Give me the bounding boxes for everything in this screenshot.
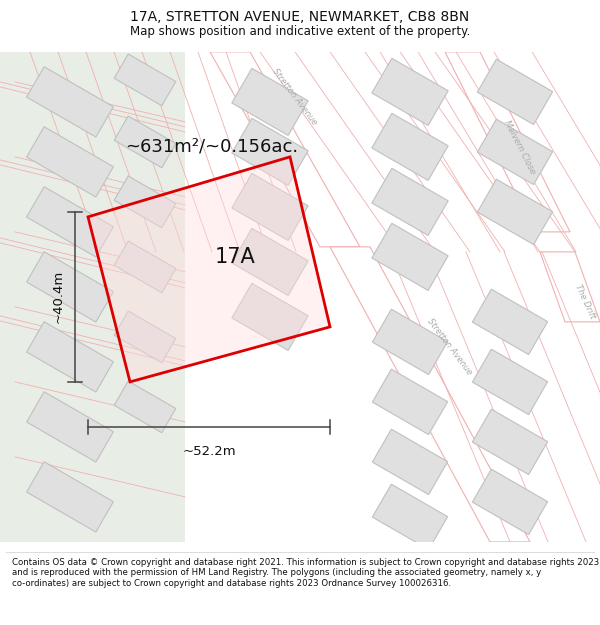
Text: Contains OS data © Crown copyright and database right 2021. This information is : Contains OS data © Crown copyright and d…: [12, 558, 599, 588]
Polygon shape: [372, 58, 448, 126]
Text: ~631m²/~0.156ac.: ~631m²/~0.156ac.: [125, 138, 298, 156]
Polygon shape: [26, 462, 113, 532]
Polygon shape: [472, 349, 548, 414]
Polygon shape: [114, 176, 176, 228]
Polygon shape: [478, 119, 553, 184]
Polygon shape: [114, 116, 176, 168]
Polygon shape: [26, 392, 113, 462]
Text: The Drift: The Drift: [573, 283, 597, 321]
Text: Stretton Avenue: Stretton Avenue: [271, 67, 319, 127]
Polygon shape: [478, 59, 553, 124]
Polygon shape: [114, 311, 176, 362]
Polygon shape: [540, 252, 600, 322]
Polygon shape: [26, 322, 113, 392]
Polygon shape: [26, 67, 113, 137]
Polygon shape: [373, 429, 448, 494]
Polygon shape: [472, 289, 548, 354]
Polygon shape: [373, 309, 448, 374]
Polygon shape: [445, 52, 570, 232]
Polygon shape: [114, 54, 176, 106]
Polygon shape: [26, 127, 113, 197]
Polygon shape: [232, 173, 308, 241]
Text: Map shows position and indicative extent of the property.: Map shows position and indicative extent…: [130, 26, 470, 39]
Polygon shape: [88, 157, 330, 382]
Polygon shape: [26, 252, 113, 322]
Polygon shape: [373, 369, 448, 434]
Polygon shape: [472, 409, 548, 474]
Polygon shape: [330, 247, 530, 542]
Text: 17A: 17A: [215, 247, 256, 267]
Polygon shape: [372, 113, 448, 181]
Polygon shape: [373, 484, 448, 549]
Text: Malvern Close: Malvern Close: [503, 119, 538, 175]
Polygon shape: [0, 52, 185, 542]
Polygon shape: [232, 68, 308, 136]
Polygon shape: [232, 228, 308, 296]
Polygon shape: [232, 283, 308, 351]
Text: ~40.4m: ~40.4m: [52, 270, 65, 324]
Polygon shape: [26, 187, 113, 257]
Polygon shape: [114, 381, 176, 432]
Text: 17A, STRETTON AVENUE, NEWMARKET, CB8 8BN: 17A, STRETTON AVENUE, NEWMARKET, CB8 8BN: [130, 10, 470, 24]
Polygon shape: [372, 168, 448, 236]
Text: ~52.2m: ~52.2m: [182, 445, 236, 458]
Polygon shape: [232, 118, 308, 186]
Polygon shape: [472, 469, 548, 534]
Polygon shape: [114, 241, 176, 292]
Polygon shape: [372, 223, 448, 291]
Polygon shape: [210, 52, 360, 247]
Polygon shape: [478, 179, 553, 244]
Text: Stretton Avenue: Stretton Avenue: [426, 317, 474, 377]
